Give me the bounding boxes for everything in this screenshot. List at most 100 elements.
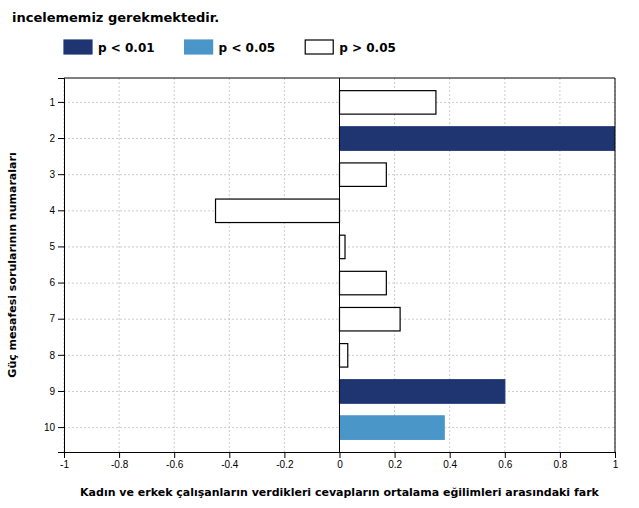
legend-label: p > 0.05 [339, 41, 396, 55]
x-tick-label: 0.4 [443, 459, 457, 470]
x-tick-label: 0.8 [553, 459, 567, 470]
frame [615, 78, 616, 452]
x-tick-label: -0.6 [166, 459, 184, 470]
y-tick-mark [58, 427, 64, 428]
y-tick-label: 9 [49, 386, 55, 397]
y-tick-label: 7 [49, 313, 55, 324]
bar [340, 344, 348, 367]
frame [64, 78, 615, 79]
y-tick-label: 5 [49, 241, 55, 252]
bar [216, 199, 340, 222]
legend-swatch [305, 40, 333, 54]
x-tick-mark [229, 452, 230, 458]
x-tick-mark [615, 452, 616, 458]
bar [340, 127, 616, 150]
x-tick-label: 1 [613, 459, 619, 470]
y-tick-label: 2 [49, 133, 55, 144]
y-tick: 4 [49, 205, 64, 216]
x-tick-mark [395, 452, 396, 458]
y-tick: 9 [49, 386, 64, 397]
y-axis-title: Güç mesafesi sorularının numaraları [6, 152, 19, 377]
x-tick: 1 [613, 452, 619, 470]
y-axis: 1 2 3 4 5 6 7 8 9 10 [44, 79, 65, 453]
legend-item: p > 0.05 [305, 40, 396, 55]
grid-line-x [119, 78, 120, 452]
x-tick-mark [450, 452, 451, 458]
y-tick: 6 [49, 277, 64, 288]
x-tick-label: 0 [337, 459, 343, 470]
legend-item: p < 0.05 [185, 40, 276, 55]
y-tick-mark [58, 174, 64, 175]
y-tick-mark [58, 319, 64, 320]
bar [340, 235, 346, 258]
legend-swatch [64, 40, 92, 54]
grid-line-x [174, 78, 175, 452]
x-tick-label: -0.2 [276, 459, 294, 470]
x-axis: -1 -0.8 -0.6 -0.4 -0.2 0 0.2 0.4 0.6 0.8 1 [60, 452, 619, 470]
x-tick-mark [174, 452, 175, 458]
y-tick-label: 6 [49, 277, 55, 288]
y-tick-mark [58, 210, 64, 211]
y-tick-label: 4 [49, 205, 55, 216]
legend-swatch [185, 40, 213, 54]
x-axis-title: Kadın ve erkek çalışanların verdikleri c… [80, 486, 600, 499]
y-tick: 2 [49, 133, 64, 144]
bar [340, 91, 436, 114]
x-tick-mark [560, 452, 561, 458]
legend: p < 0.01 p < 0.05 p > 0.05 [64, 40, 396, 55]
y-tick: 1 [49, 97, 64, 108]
bar [340, 416, 445, 439]
x-tick: -0.6 [166, 452, 184, 470]
y-tick-mark [58, 355, 64, 356]
y-tick: 5 [49, 241, 64, 252]
x-tick: 0.4 [443, 452, 457, 470]
x-tick: 0.6 [498, 452, 512, 470]
chart: incelememiz gerekmektedir. -1 -0.8 -0.6 -0.4… [0, 0, 639, 508]
legend-label: p < 0.05 [219, 41, 276, 55]
x-tick-mark [284, 452, 285, 458]
x-axis-line [65, 453, 616, 459]
grid [64, 78, 615, 452]
y-tick: 8 [49, 350, 64, 361]
x-tick-label: 0.6 [498, 459, 512, 470]
x-tick: -0.8 [111, 452, 129, 470]
x-tick-label: -1 [60, 459, 69, 470]
y-tick-label: 3 [49, 169, 55, 180]
y-tick-mark [58, 283, 64, 284]
grid-line-x [339, 78, 340, 452]
y-tick-mark [58, 246, 64, 247]
y-tick: 7 [49, 313, 64, 324]
y-tick-mark [58, 138, 64, 139]
x-tick: -0.2 [276, 452, 294, 470]
grid-line-x [229, 78, 230, 452]
x-tick: -0.4 [221, 452, 239, 470]
y-tick: 3 [49, 169, 64, 180]
x-tick: 0 [337, 452, 343, 470]
x-tick: -1 [60, 452, 69, 470]
x-tick: 0.8 [553, 452, 567, 470]
y-axis-line [58, 79, 65, 453]
bar [340, 307, 401, 330]
y-tick-label: 10 [44, 422, 56, 433]
y-tick-mark [58, 391, 64, 392]
bar [340, 380, 505, 403]
y-tick-label: 8 [49, 350, 55, 361]
title: incelememiz gerekmektedir. [12, 10, 219, 25]
bar [340, 163, 387, 186]
bar [340, 271, 387, 294]
bars [216, 91, 615, 440]
x-tick-label: -0.4 [221, 459, 239, 470]
x-tick-label: -0.8 [111, 459, 129, 470]
x-tick-mark [505, 452, 506, 458]
plot: -1 -0.8 -0.6 -0.4 -0.2 0 0.2 0.4 0.6 0.8 1 1 2 3 4 5 6 7 8… [44, 78, 619, 470]
x-tick-mark [340, 452, 341, 458]
x-tick-label: 0.2 [388, 459, 402, 470]
grid-line-x [615, 78, 616, 452]
x-tick-mark [119, 452, 120, 458]
x-tick: 0.2 [388, 452, 402, 470]
y-tick-label: 1 [49, 97, 55, 108]
legend-item: p < 0.01 [64, 40, 155, 55]
grid-line-x [284, 78, 285, 452]
legend-label: p < 0.01 [98, 41, 155, 55]
y-tick: 10 [44, 422, 64, 433]
